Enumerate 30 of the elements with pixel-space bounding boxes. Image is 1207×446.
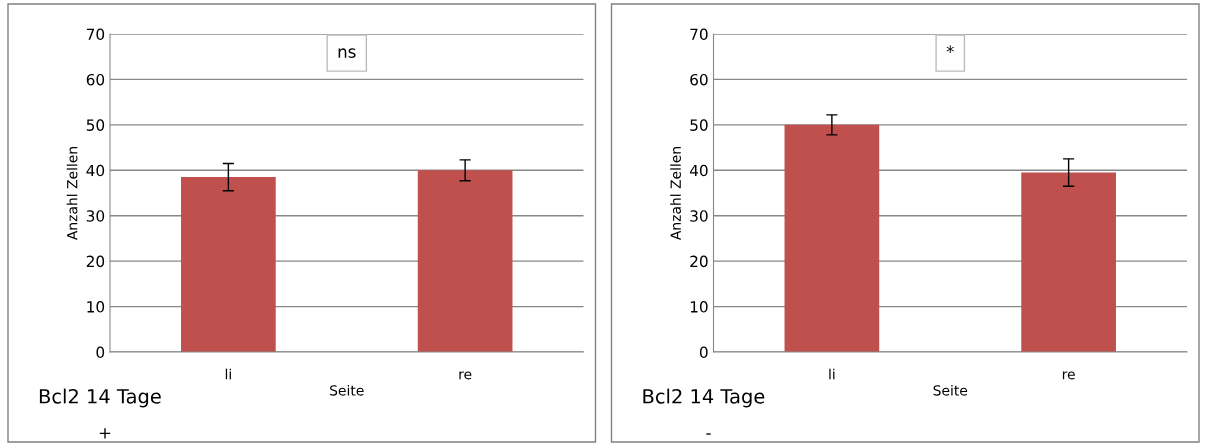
x-tick-label: li	[225, 368, 231, 380]
text: Bcl2 14 Tage	[39, 388, 161, 408]
y-axis-title: Anzahl Zellen	[670, 147, 681, 241]
x-tick-label: re	[459, 371, 472, 380]
text: +	[99, 428, 111, 439]
annotation: *	[946, 45, 954, 53]
y-axis-title: Anzahl Zellen	[66, 147, 78, 241]
y-tick-label: 10	[87, 301, 105, 313]
y-tick-label: 40	[86, 164, 105, 177]
y-tick-label: 10	[690, 301, 708, 313]
y-tick-label: 70	[86, 28, 105, 41]
text: Bcl2 14 Tage	[643, 388, 765, 408]
y-tick-label: 50	[690, 119, 708, 131]
y-tick-label: 0	[96, 346, 105, 359]
y-tick-label: 60	[690, 73, 708, 86]
x-tick-label: re	[1062, 371, 1075, 380]
y-tick-label: 60	[86, 73, 105, 86]
y-tick-label: 20	[86, 255, 105, 268]
annotation: ns	[338, 48, 356, 58]
y-tick-label: 50	[86, 119, 105, 131]
x-tick-label: li	[829, 368, 835, 380]
x-axis-title: Seite	[330, 384, 364, 396]
y-tick-label: 30	[690, 210, 708, 222]
y-tick-label: 20	[690, 255, 708, 268]
x-axis-title: Seite	[933, 384, 968, 396]
y-tick-label: 40	[689, 164, 708, 177]
y-tick-label: 0	[699, 346, 708, 359]
y-tick-label: 30	[86, 210, 105, 222]
y-tick-label: 70	[690, 28, 708, 41]
text: -	[706, 433, 711, 435]
